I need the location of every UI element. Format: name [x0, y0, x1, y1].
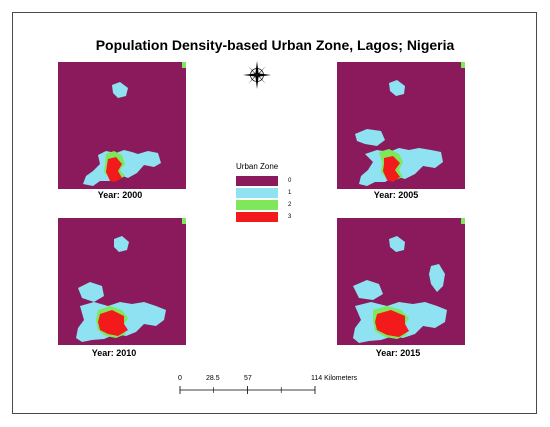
legend-label-1: 1	[288, 190, 292, 196]
year-label-2015: Year: 2015	[375, 348, 421, 358]
legend-swatch-3	[236, 212, 278, 222]
legend-label-0: 0	[288, 178, 292, 184]
legend-swatch-0	[236, 176, 278, 186]
legend-label-2: 2	[288, 202, 292, 208]
scale-tick-label-2: 57	[244, 375, 252, 382]
legend-swatch-1	[236, 188, 278, 198]
map-2005	[337, 62, 465, 189]
legend-title: Urban Zone	[236, 162, 279, 171]
map-2000	[58, 62, 186, 189]
page-title: Population Density-based Urban Zone, Lag…	[95, 37, 455, 53]
year-label-2000: Year: 2000	[97, 190, 143, 200]
map-2015	[337, 218, 465, 345]
legend-swatch-2	[236, 200, 278, 210]
scale-tick-label-3: 114 Kilometers	[311, 375, 358, 382]
year-label-2005: Year: 2005	[373, 190, 419, 200]
scale-tick-label-0: 0	[178, 375, 182, 382]
scale-bar	[179, 386, 316, 394]
compass-rose-icon	[243, 61, 271, 89]
map-2010	[58, 218, 186, 345]
year-label-2010: Year: 2010	[91, 348, 137, 358]
legend-label-3: 3	[288, 214, 292, 220]
scale-tick-label-1: 28.5	[206, 375, 220, 382]
